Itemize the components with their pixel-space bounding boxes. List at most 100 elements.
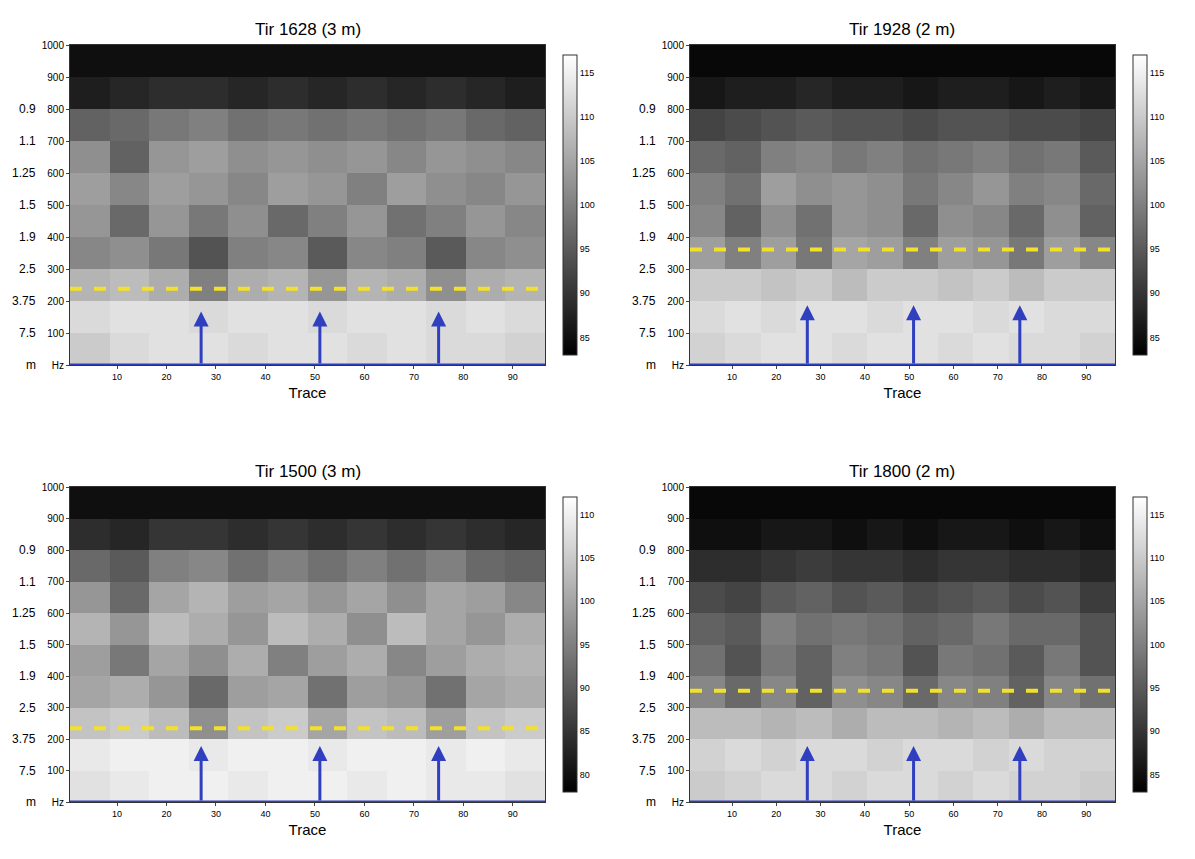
svg-text:85: 85	[1150, 770, 1160, 780]
svg-text:10: 10	[727, 372, 737, 382]
svg-text:70: 70	[409, 809, 419, 819]
svg-text:200: 200	[667, 296, 684, 307]
svg-text:85: 85	[1150, 333, 1160, 343]
svg-text:7.5: 7.5	[19, 326, 36, 340]
svg-text:1000: 1000	[42, 40, 65, 51]
svg-text:1000: 1000	[42, 482, 65, 493]
svg-text:40: 40	[260, 372, 270, 382]
svg-text:10: 10	[727, 809, 737, 819]
svg-text:90: 90	[1081, 372, 1091, 382]
svg-text:115: 115	[1150, 509, 1164, 519]
svg-text:400: 400	[47, 671, 64, 682]
svg-text:40: 40	[860, 372, 870, 382]
svg-text:7.5: 7.5	[639, 326, 656, 340]
svg-text:100: 100	[47, 765, 64, 776]
svg-text:30: 30	[816, 809, 826, 819]
svg-text:95: 95	[1150, 244, 1160, 254]
svg-text:Hz: Hz	[672, 360, 684, 371]
svg-text:30: 30	[211, 809, 221, 819]
svg-text:1.1: 1.1	[19, 134, 36, 148]
svg-text:500: 500	[667, 639, 684, 650]
svg-text:50: 50	[904, 372, 914, 382]
svg-text:60: 60	[948, 809, 958, 819]
svg-text:95: 95	[580, 244, 590, 254]
svg-text:500: 500	[47, 639, 64, 650]
svg-text:0.9: 0.9	[19, 102, 36, 116]
svg-text:1.25: 1.25	[632, 166, 656, 180]
svg-text:m: m	[646, 358, 656, 372]
svg-text:500: 500	[667, 200, 684, 211]
svg-text:700: 700	[667, 576, 684, 587]
svg-text:2.5: 2.5	[639, 262, 656, 276]
svg-text:1.5: 1.5	[19, 198, 36, 212]
svg-text:3.75: 3.75	[632, 294, 656, 308]
svg-text:100: 100	[1150, 200, 1165, 210]
svg-text:Hz: Hz	[52, 797, 64, 808]
svg-text:70: 70	[993, 809, 1003, 819]
svg-text:Trace: Trace	[884, 821, 922, 838]
svg-text:Hz: Hz	[52, 360, 64, 371]
svg-text:900: 900	[47, 72, 64, 83]
svg-text:200: 200	[47, 296, 64, 307]
svg-text:400: 400	[667, 671, 684, 682]
svg-text:90: 90	[508, 809, 518, 819]
svg-text:110: 110	[1150, 553, 1164, 563]
svg-text:1.5: 1.5	[639, 638, 656, 652]
svg-text:105: 105	[1150, 156, 1165, 166]
svg-text:20: 20	[771, 809, 781, 819]
svg-text:90: 90	[1081, 809, 1091, 819]
svg-text:10: 10	[112, 372, 122, 382]
svg-text:95: 95	[580, 640, 590, 650]
svg-text:1.9: 1.9	[639, 230, 656, 244]
svg-text:800: 800	[667, 104, 684, 115]
svg-text:3.75: 3.75	[632, 732, 656, 746]
svg-text:1000: 1000	[662, 482, 685, 493]
svg-text:600: 600	[47, 168, 64, 179]
svg-text:Tir 1928 (2 m): Tir 1928 (2 m)	[849, 20, 955, 39]
svg-text:m: m	[26, 795, 36, 809]
svg-text:200: 200	[47, 734, 64, 745]
svg-text:m: m	[26, 358, 36, 372]
svg-text:20: 20	[161, 809, 171, 819]
svg-text:200: 200	[667, 734, 684, 745]
svg-text:1.25: 1.25	[632, 606, 656, 620]
svg-text:80: 80	[458, 809, 468, 819]
svg-text:900: 900	[667, 513, 684, 524]
svg-text:7.5: 7.5	[639, 764, 656, 778]
svg-text:80: 80	[1037, 809, 1047, 819]
svg-text:1.25: 1.25	[12, 166, 36, 180]
svg-text:80: 80	[1037, 372, 1047, 382]
svg-text:30: 30	[211, 372, 221, 382]
svg-text:900: 900	[667, 72, 684, 83]
svg-text:110: 110	[580, 509, 594, 519]
svg-text:400: 400	[47, 232, 64, 243]
svg-text:110: 110	[580, 112, 594, 122]
svg-text:105: 105	[1150, 596, 1165, 606]
svg-text:0.9: 0.9	[639, 102, 656, 116]
svg-text:700: 700	[667, 136, 684, 147]
svg-text:300: 300	[47, 702, 64, 713]
svg-text:60: 60	[359, 809, 369, 819]
svg-text:800: 800	[47, 545, 64, 556]
svg-text:105: 105	[580, 156, 595, 166]
svg-text:Hz: Hz	[672, 797, 684, 808]
svg-text:40: 40	[860, 809, 870, 819]
svg-text:400: 400	[667, 232, 684, 243]
svg-text:Tir 1628 (3 m): Tir 1628 (3 m)	[255, 20, 361, 39]
svg-text:10: 10	[112, 809, 122, 819]
svg-text:Trace: Trace	[289, 821, 327, 838]
svg-text:100: 100	[47, 328, 64, 339]
svg-text:1.25: 1.25	[12, 606, 36, 620]
svg-text:300: 300	[667, 702, 684, 713]
svg-text:110: 110	[1150, 112, 1164, 122]
svg-text:20: 20	[161, 372, 171, 382]
svg-text:700: 700	[47, 136, 64, 147]
svg-text:1.9: 1.9	[639, 669, 656, 683]
svg-text:60: 60	[359, 372, 369, 382]
svg-text:115: 115	[1150, 68, 1164, 78]
svg-text:600: 600	[667, 168, 684, 179]
svg-text:800: 800	[667, 545, 684, 556]
svg-text:1.1: 1.1	[19, 575, 36, 589]
svg-text:20: 20	[771, 372, 781, 382]
svg-text:500: 500	[47, 200, 64, 211]
